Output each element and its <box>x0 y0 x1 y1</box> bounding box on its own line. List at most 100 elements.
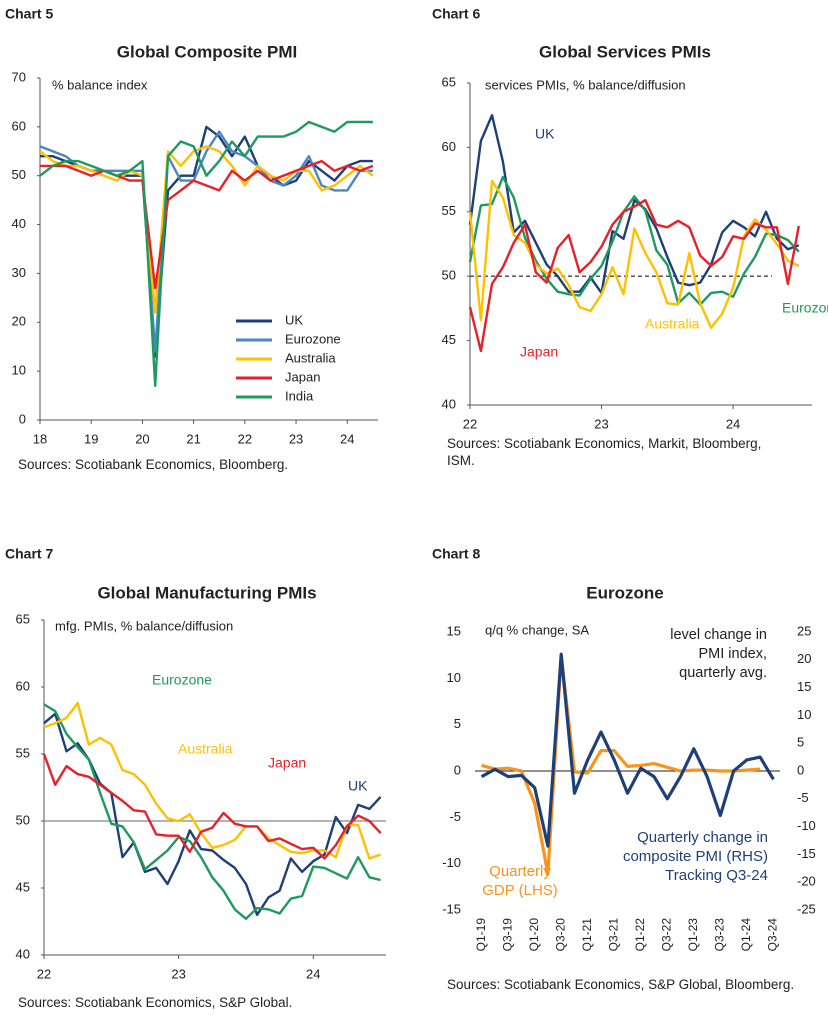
series-line <box>39 120 373 387</box>
y-tick-label: 40 <box>16 946 30 961</box>
y2-tick-label: -10 <box>797 818 816 833</box>
legend-label: Eurozone <box>285 331 341 346</box>
y-tick-label: 45 <box>442 332 456 347</box>
y-tick-label: 45 <box>16 879 30 894</box>
y2-tick-label: 20 <box>797 651 811 666</box>
series-label: Australia <box>645 316 700 332</box>
series-line <box>468 199 800 353</box>
y-tick-label: -5 <box>449 809 461 824</box>
chart-subtitle: mfg. PMIs, % balance/diffusion <box>55 618 233 633</box>
x-tick-label: Q3-20 <box>553 918 567 952</box>
legend-label: Japan <box>285 369 320 384</box>
series-label: Japan <box>520 344 558 360</box>
series-line <box>40 159 374 290</box>
series-line <box>39 130 373 353</box>
y-tick-label: 60 <box>442 139 456 154</box>
series-line <box>481 654 761 876</box>
y-tick-label: 15 <box>447 623 461 638</box>
x-tick-label: 21 <box>186 431 200 446</box>
chart-label: Chart 8 <box>432 546 480 562</box>
y2-tick-label: 15 <box>797 679 811 694</box>
y-tick-label: -10 <box>442 855 461 870</box>
y2-tick-label: -5 <box>797 790 809 805</box>
chart-label: Chart 5 <box>5 6 53 22</box>
x-tick-label: Q3-22 <box>659 918 673 952</box>
y-tick-label: 0 <box>19 411 26 426</box>
y-tick-label: 5 <box>454 716 461 731</box>
x-tick-label: Q1-20 <box>527 918 541 952</box>
legend-label: UK <box>285 312 303 327</box>
y-tick-label: 65 <box>16 611 30 626</box>
x-tick-label: 22 <box>238 431 252 446</box>
x-tick-label: Q1-22 <box>633 918 647 952</box>
y-tick-label: 50 <box>442 268 456 283</box>
series-line <box>468 175 800 306</box>
y-tick-label: 0 <box>454 762 461 777</box>
y-tick-label: 60 <box>16 678 30 693</box>
y-tick-label: 50 <box>16 812 30 827</box>
y-tick-label: 10 <box>12 363 26 378</box>
x-tick-label: 24 <box>306 966 320 981</box>
series-line <box>480 652 775 848</box>
series-label: Eurozone <box>152 672 212 688</box>
series-line <box>468 114 800 295</box>
chart-title: Global Manufacturing PMIs <box>97 583 316 602</box>
x-tick-label: 23 <box>171 966 185 981</box>
x-tick-label: 18 <box>33 431 47 446</box>
y2-tick-label: 25 <box>797 623 811 638</box>
x-tick-label: 19 <box>84 431 98 446</box>
x-tick-label: Q1-19 <box>474 918 488 952</box>
y-tick-label: 20 <box>12 314 26 329</box>
x-tick-label: Q3-19 <box>500 918 514 952</box>
chart-label: Chart 7 <box>5 546 53 562</box>
x-tick-label: 23 <box>289 431 303 446</box>
y2-tick-label: -25 <box>797 901 816 916</box>
series-line <box>468 179 800 329</box>
series-label: Australia <box>178 741 233 757</box>
series-line <box>39 145 374 314</box>
series-label: Japan <box>268 755 306 771</box>
y-tick-label: 50 <box>12 167 26 182</box>
chart-subtitle: % balance index <box>52 77 148 92</box>
series-label: UK <box>535 126 555 142</box>
series-label: Quarterly change in composite PMI (RHS) … <box>622 829 768 884</box>
chart-title: Eurozone <box>586 583 663 602</box>
series-label: UK <box>348 778 368 794</box>
y-tick-label: 60 <box>12 118 26 133</box>
y2-tick-label: -20 <box>797 874 816 889</box>
series-line <box>43 701 382 860</box>
x-tick-label: Q3-24 <box>766 918 780 952</box>
y-tick-label: 10 <box>447 670 461 685</box>
y-tick-label: 30 <box>12 265 26 280</box>
y-tick-label: 40 <box>12 216 26 231</box>
chart-subtitle: q/q % change, SA <box>485 622 589 637</box>
y2-tick-label: -15 <box>797 846 816 861</box>
y2-tick-label: 0 <box>797 762 804 777</box>
series-label: Quarterly GDP (LHS) <box>482 863 558 899</box>
source: Sources: Scotiabank Economics, S&P Globa… <box>447 977 795 992</box>
series-line <box>43 703 381 920</box>
y-tick-label: -15 <box>442 901 461 916</box>
y2-tick-label: 5 <box>797 735 804 750</box>
chart-title: Global Composite PMI <box>117 42 297 61</box>
x-tick-label: 24 <box>340 431 354 446</box>
legend-label: India <box>285 388 314 403</box>
x-tick-label: 24 <box>726 416 740 431</box>
x-tick-label: 23 <box>594 416 608 431</box>
x-tick-label: 22 <box>37 966 51 981</box>
y-tick-label: 70 <box>12 69 26 84</box>
x-tick-label: 22 <box>463 416 477 431</box>
x-tick-label: Q1-21 <box>580 918 594 952</box>
y2-tick-label: 10 <box>797 707 811 722</box>
x-tick-label: Q1-23 <box>686 918 700 952</box>
y2-axis-label: level change in PMI index, quarterly avg… <box>670 627 767 681</box>
chart-subtitle: services PMIs, % balance/diffusion <box>485 77 686 92</box>
source: Sources: Scotiabank Economics, Bloomberg… <box>18 457 289 472</box>
legend-label: Australia <box>285 350 336 365</box>
series-label: Eurozone <box>782 300 828 316</box>
y-tick-label: 55 <box>16 745 30 760</box>
y-tick-label: 65 <box>442 74 456 89</box>
y-tick-label: 55 <box>442 203 456 218</box>
